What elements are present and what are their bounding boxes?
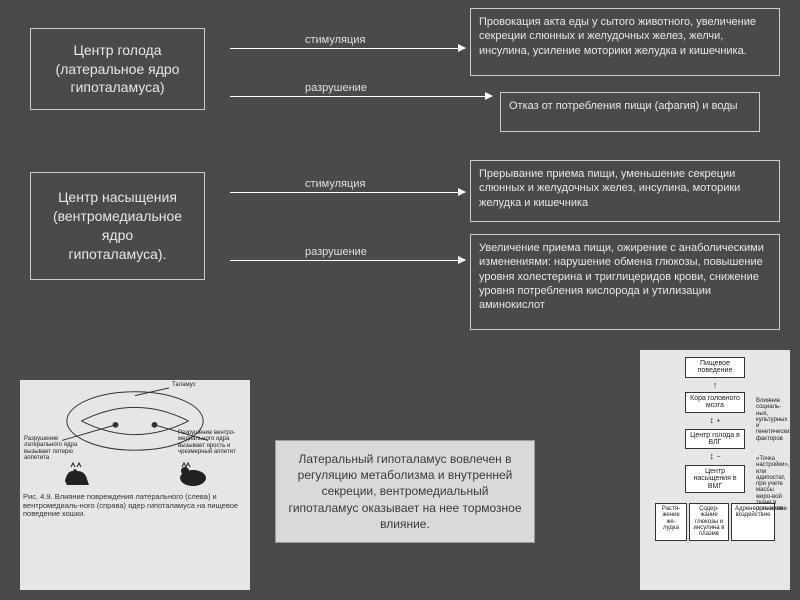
flow-node-cortex: Кора головного мозга	[685, 392, 745, 413]
satiety-stim-label: стимуляция	[305, 178, 365, 190]
flow-node-behavior: Пищевое поведение	[685, 357, 745, 378]
flow-bottom-2: Содер-жание глюкозы и инсулина в плазме	[689, 503, 729, 540]
satiety-stim-text: Прерывание приема пищи, уменьшение секре…	[479, 168, 740, 209]
flow-side-1: Влияние социаль-ных, культурных и генети…	[756, 398, 788, 442]
lat-lesion-label: Разрушение латерального ядра вызывает по…	[24, 436, 96, 461]
arrow-satiety-dest	[230, 260, 465, 261]
hunger-stim-label: стимуляция	[305, 34, 365, 46]
arrow-satiety-stim	[230, 192, 465, 193]
flow-side-2: «Точка настройки», или адипостат, при уч…	[756, 456, 788, 513]
flow-node-hunger: Центр голода в ВЛГ	[685, 429, 745, 450]
hunger-dest-label: разрушение	[305, 82, 367, 94]
satiety-center-box: Центр насыщения (вентромедиальное ядро г…	[30, 172, 205, 280]
satiety-dest-effect: Увеличение приема пищи, ожирение с анабо…	[470, 234, 780, 330]
cat-thin-icon	[61, 461, 95, 487]
flow-arrow-icon: ↕ +	[709, 417, 720, 425]
cat-fat-icon	[176, 461, 210, 487]
hunger-stim-effect: Провокация акта еды у сытого животного, …	[470, 8, 780, 76]
flow-node-satiety: Центр насыщения в ВМГ	[685, 465, 745, 493]
satiety-dest-label: разрушение	[305, 246, 367, 258]
satiety-stim-effect: Прерывание приема пищи, уменьшение секре…	[470, 160, 780, 222]
thalamus-label: Таламус	[172, 382, 196, 388]
arrow-hunger-stim	[230, 48, 465, 49]
flow-arrow-icon: ↑	[713, 382, 718, 388]
figure-flow: Пищевое поведение ↑ Кора головного мозга…	[640, 350, 790, 590]
figure-cats-caption: Рис. 4.9. Влияние повреждения латерально…	[23, 493, 247, 519]
figure-cats: Таламус Разрушение латерального ядра выз…	[20, 380, 250, 590]
arrow-hunger-dest	[230, 96, 492, 97]
flow-bottom-1: Растя-жение же-лудка	[655, 503, 687, 540]
hunger-center-box: Центр голода (латеральное ядро гипоталам…	[30, 28, 205, 110]
hunger-stim-text: Провокация акта еды у сытого животного, …	[479, 16, 756, 57]
vm-lesion-label: Разрушение вентро-медиального ядра вызыв…	[178, 430, 248, 455]
summary-box: Латеральный гипоталамус вовлечен в регул…	[275, 440, 535, 543]
satiety-title: Центр насыщения (вентромедиальное ядро г…	[53, 188, 182, 264]
satiety-dest-text: Увеличение приема пищи, ожирение с анабо…	[479, 242, 764, 311]
hunger-dest-text: Отказ от потребления пищи (афагия) и вод…	[509, 100, 738, 112]
hunger-dest-effect: Отказ от потребления пищи (афагия) и вод…	[500, 92, 760, 132]
hunger-title: Центр голода (латеральное ядро гипоталам…	[56, 41, 180, 98]
summary-text: Латеральный гипоталамус вовлечен в регул…	[288, 452, 521, 531]
flow-arrow-icon: ↕ −	[709, 453, 720, 461]
